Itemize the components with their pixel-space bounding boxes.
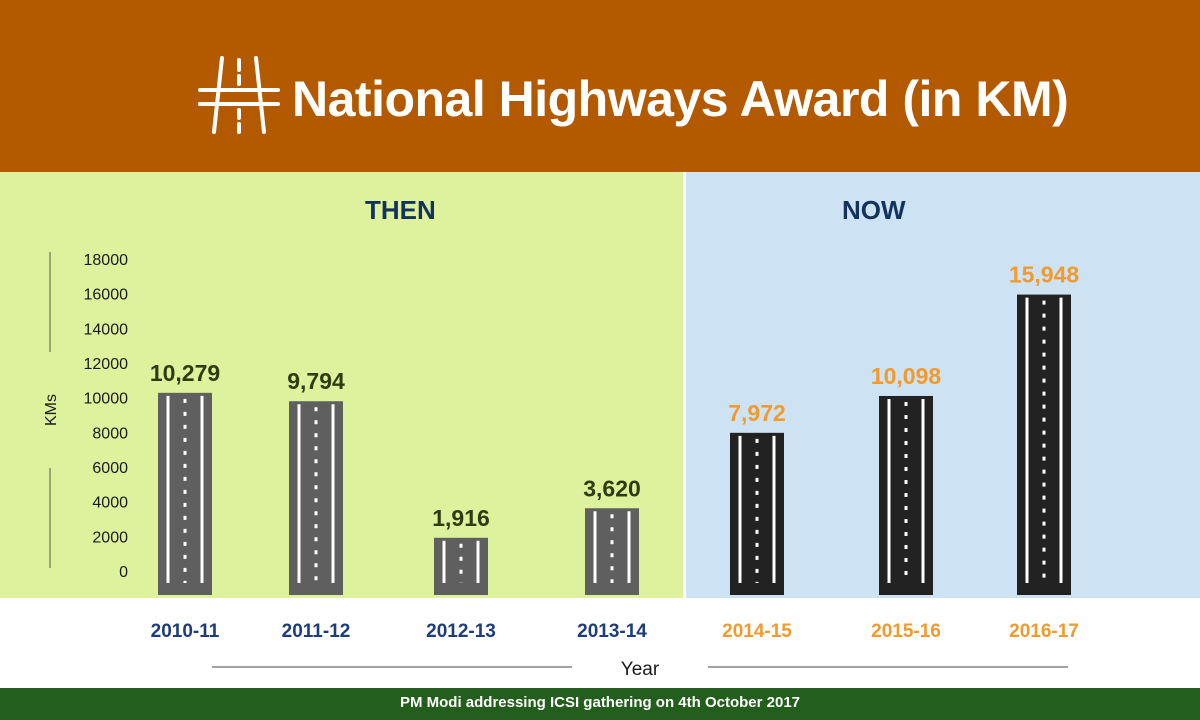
data-label: 9,794 xyxy=(287,368,345,394)
x-tick-label: 2011-12 xyxy=(282,621,351,642)
y-tick-label: 14000 xyxy=(84,321,129,338)
data-label: 10,279 xyxy=(150,360,220,386)
y-tick-label: 6000 xyxy=(92,460,128,477)
y-tick-label: 8000 xyxy=(92,425,128,442)
x-tick-label: 2013-14 xyxy=(577,621,647,642)
x-tick-label: 2012-13 xyxy=(426,621,496,642)
bar-2016-17 xyxy=(1017,294,1071,595)
y-tick-label: 12000 xyxy=(84,356,129,373)
bar-2010-11 xyxy=(158,392,212,595)
data-label: 1,916 xyxy=(432,505,490,531)
y-axis-label: KMs xyxy=(43,394,60,426)
footer-caption: PM Modi addressing ICSI gathering on 4th… xyxy=(0,688,1200,720)
highway-icon xyxy=(198,56,280,134)
y-tick-label: 2000 xyxy=(92,529,128,546)
y-tick-label: 10000 xyxy=(84,391,129,408)
y-tick-label: 18000 xyxy=(84,252,129,269)
y-tick-label: 16000 xyxy=(84,287,129,304)
x-tick-label: 2016-17 xyxy=(1009,621,1079,642)
bar-2013-14 xyxy=(585,508,639,595)
bar-2012-13 xyxy=(434,537,488,595)
x-tick-label: 2014-15 xyxy=(722,621,792,642)
y-tick-label: 0 xyxy=(119,564,128,581)
then-section-title: THEN xyxy=(365,195,436,225)
now-section-title: NOW xyxy=(842,195,906,225)
x-tick-label: 2015-16 xyxy=(871,621,941,642)
data-label: 15,948 xyxy=(1009,262,1080,288)
bar xyxy=(158,392,212,595)
x-tick-label: 2010-11 xyxy=(151,621,220,642)
header-banner: National Highways Award (in KM) xyxy=(0,0,1200,172)
x-axis-label: Year xyxy=(621,659,660,680)
data-label: 7,972 xyxy=(728,400,786,426)
data-label: 10,098 xyxy=(871,363,942,389)
page-title: National Highways Award (in KM) xyxy=(292,71,1069,127)
bar-2015-16 xyxy=(879,395,933,595)
data-label: 3,620 xyxy=(583,475,641,501)
y-tick-label: 4000 xyxy=(92,495,128,512)
bar-2011-12 xyxy=(289,401,343,595)
bar-2014-15 xyxy=(730,432,784,595)
